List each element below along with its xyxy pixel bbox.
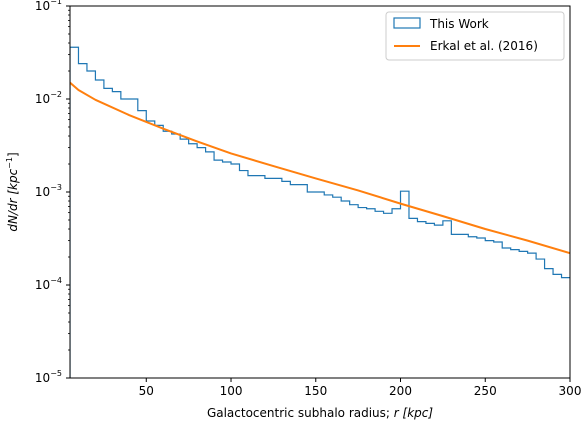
- series-erkal-line: [70, 81, 570, 255]
- legend-entry-this-work: This Work: [393, 17, 489, 31]
- y-tick-label: 10−5: [35, 369, 62, 385]
- y-tick-label: 10−4: [35, 276, 62, 292]
- x-axis-ticks: 50 100 150 200 250 300: [139, 378, 582, 398]
- legend-label-erkal: Erkal et al. (2016): [430, 39, 538, 53]
- legend-box: [385, 11, 565, 61]
- legend-label-this-work: This Work: [429, 17, 489, 31]
- y-tick-label: 10−2: [35, 90, 62, 106]
- series-this-work-histogram: [70, 46, 570, 378]
- x-tick-label: 150: [304, 384, 327, 398]
- x-tick-label: 100: [220, 384, 243, 398]
- x-tick-label: 250: [474, 384, 497, 398]
- series-layer: [70, 46, 570, 378]
- x-tick-label: 300: [559, 384, 582, 398]
- plot-area: [69, 5, 571, 379]
- y-axis-ticks: 10−5 10−4 10−3 10−2 10−1: [35, 0, 70, 385]
- legend-entry-erkal: Erkal et al. (2016): [394, 39, 538, 53]
- x-tick-label: 50: [139, 384, 154, 398]
- x-axis-label: Galactocentric subhalo radius; r [kpc]: [207, 406, 433, 420]
- legend: This Work Erkal et al. (2016): [385, 11, 565, 61]
- y-axis-label: dN/dr [kpc−1]: [5, 152, 20, 231]
- y-tick-label: 10−3: [35, 183, 62, 199]
- y-tick-label: 10−1: [35, 0, 62, 13]
- legend-swatch-this-work: [393, 17, 421, 29]
- x-tick-label: 200: [389, 384, 412, 398]
